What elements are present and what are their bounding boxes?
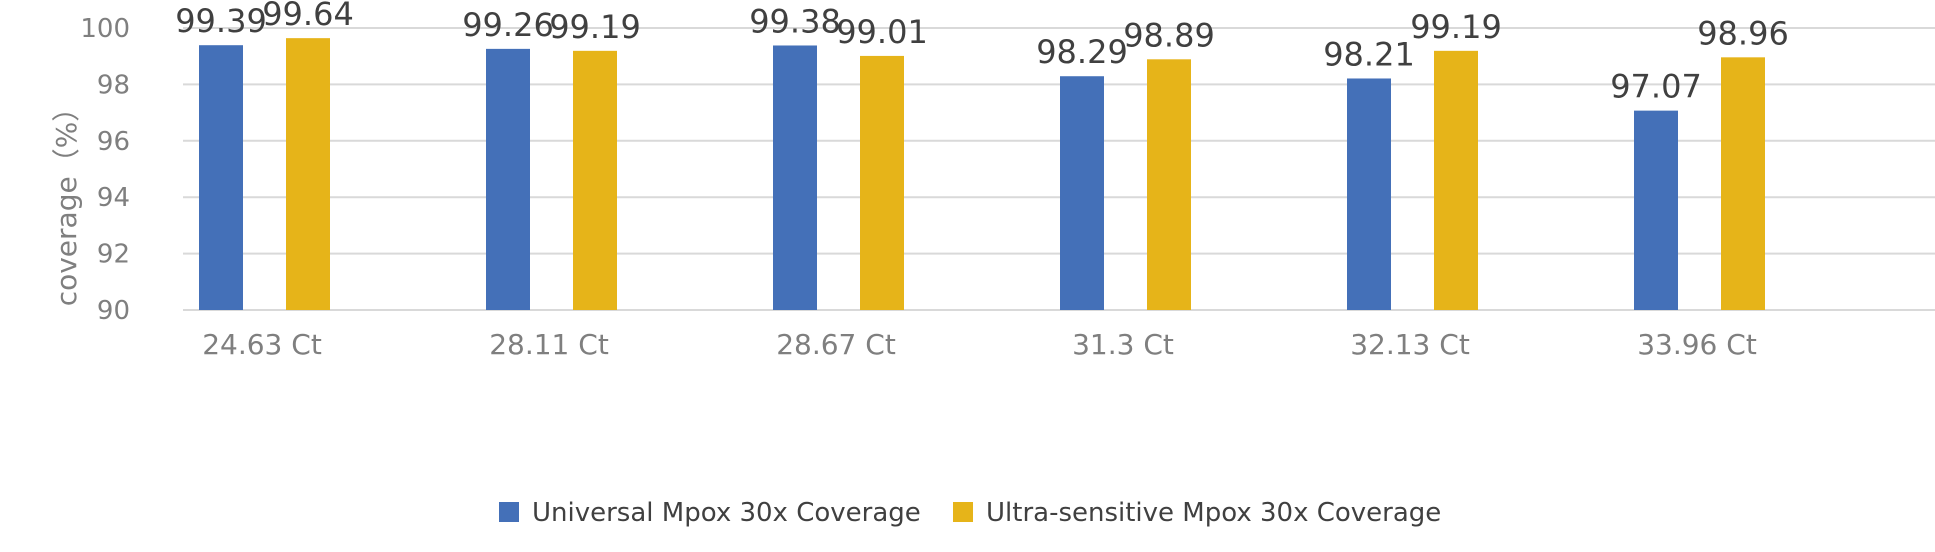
bar-universal <box>773 45 817 310</box>
legend-label: Ultra-sensitive Mpox 30x Coverage <box>986 498 1441 528</box>
bar-universal <box>486 48 530 310</box>
legend-swatch <box>499 502 519 522</box>
data-label: 97.07 <box>1610 68 1702 106</box>
data-label: 98.96 <box>1697 14 1789 52</box>
bar-ultra-sensitive <box>573 50 617 310</box>
y-tick-label: 96 <box>97 127 130 157</box>
data-label: 98.21 <box>1323 35 1415 73</box>
data-label: 99.01 <box>836 13 928 51</box>
y-tick-label: 100 <box>80 14 130 44</box>
bar-universal <box>199 45 243 311</box>
y-tick-label: 92 <box>97 240 130 270</box>
axes: 90 92 94 96 98 100 24.63 Ct 28.11 Ct 28.67 Ct 31.… <box>80 14 1756 361</box>
x-tick-label: 32.13 Ct <box>1350 328 1470 361</box>
bar-ultra-sensitive <box>1147 59 1191 310</box>
data-label: 99.19 <box>1410 8 1502 46</box>
y-tick-label: 94 <box>97 183 130 213</box>
bar-ultra-sensitive <box>1434 50 1478 310</box>
x-tick-label: 31.3 Ct <box>1072 328 1174 361</box>
legend-swatch <box>953 502 973 522</box>
y-axis-title: coverage（%） <box>50 94 83 307</box>
bar-ultra-sensitive <box>286 38 330 310</box>
x-tick-label: 28.11 Ct <box>489 328 609 361</box>
legend-label: Universal Mpox 30x Coverage <box>532 498 921 528</box>
x-tick-label: 33.96 Ct <box>1637 328 1757 361</box>
data-label: 98.89 <box>1123 16 1215 54</box>
y-tick-label: 90 <box>97 296 130 326</box>
x-tick-label: 24.63 Ct <box>202 328 322 361</box>
legend: Universal Mpox 30x Coverage Ultra-sensiti… <box>499 498 1441 528</box>
y-tick-label: 98 <box>97 70 130 100</box>
data-label: 99.19 <box>549 8 641 46</box>
bar-ultra-sensitive <box>860 55 904 310</box>
x-tick-label: 28.67 Ct <box>776 328 896 361</box>
data-label: 99.26 <box>462 6 554 44</box>
data-label: 99.39 <box>175 2 267 40</box>
bar-universal <box>1634 110 1678 310</box>
bar-universal <box>1060 76 1104 310</box>
data-label: 99.38 <box>749 2 841 40</box>
data-label: 98.29 <box>1036 33 1128 71</box>
bars <box>199 38 1765 311</box>
bar-ultra-sensitive <box>1721 57 1765 310</box>
bar-universal <box>1347 78 1391 310</box>
data-label: 99.64 <box>262 0 354 33</box>
